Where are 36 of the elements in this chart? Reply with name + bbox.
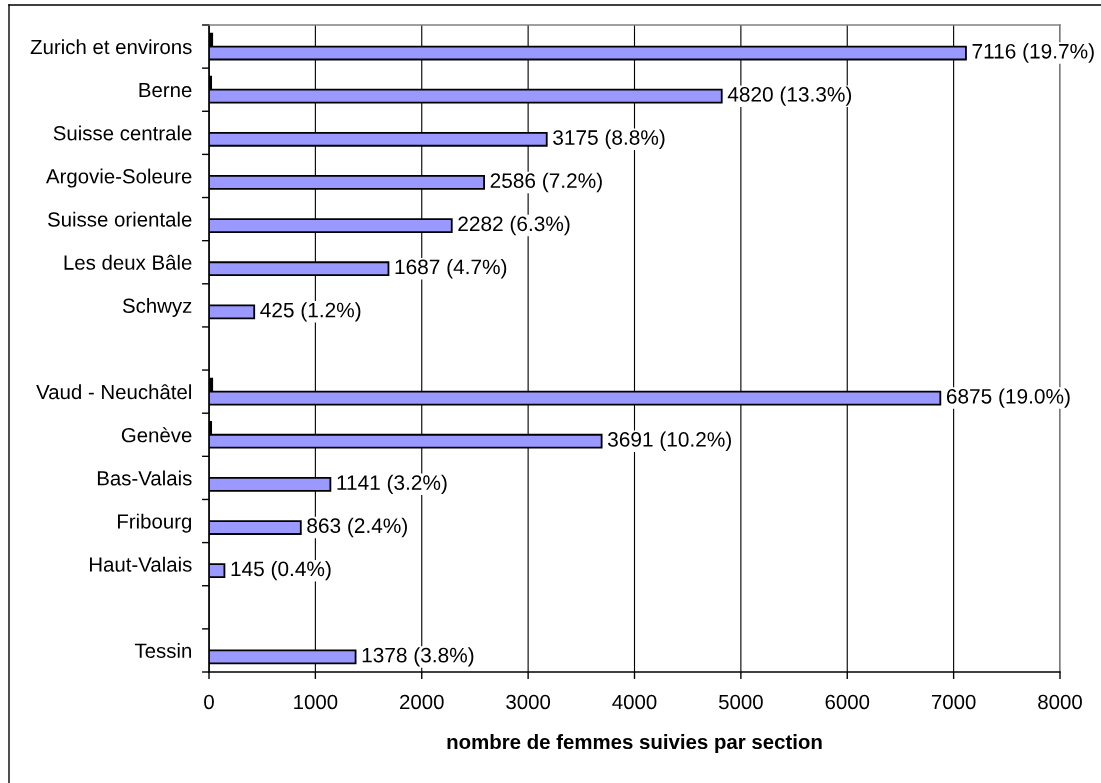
y-tick-label: Schwyz	[122, 297, 192, 317]
x-tick-label: 4000	[612, 694, 657, 710]
x-tick-label: 6000	[825, 694, 870, 710]
data-label: 6875 (19.0%)	[946, 388, 1070, 408]
x-tick-label: 0	[204, 694, 214, 710]
data-label: 3691 (10.2%)	[607, 431, 731, 451]
x-axis-title: nombre de femmes suivies par section	[447, 734, 822, 754]
y-tick-label: Haut-Valais	[89, 556, 192, 572]
data-label: 145 (0.4%)	[231, 560, 331, 581]
y-tick-label: Vaud - Neuchâtel	[36, 384, 191, 400]
data-label: 4820 (13.3%)	[727, 86, 852, 106]
x-tick-label: 2000	[400, 694, 444, 710]
y-tick-label: Zurich et environs	[30, 39, 192, 55]
x-tick-label: 7000	[931, 694, 976, 710]
y-tick-label: Les deux Bâle	[64, 254, 192, 270]
data-label: 1378 (3.8%)	[362, 647, 474, 667]
y-tick-label: Berne	[139, 83, 192, 98]
y-tick-label: Fribourg	[117, 513, 192, 533]
data-label: 2282 (6.3%)	[458, 215, 570, 236]
y-tick-label: Argovie-Soleure	[45, 168, 192, 188]
x-tick-label: 1000	[294, 694, 338, 710]
y-tick-label: Tessin	[134, 643, 192, 659]
data-label: 425 (1.2%)	[260, 302, 361, 322]
y-tick-label: Suisse centrale	[53, 125, 192, 141]
data-label: 2586 (7.2%)	[490, 172, 602, 193]
data-label: 1687 (4.7%)	[395, 258, 507, 279]
y-tick-label: Bas-Valais	[97, 470, 192, 486]
data-label: 3175 (8.8%)	[553, 129, 665, 149]
y-tick-label: Genève	[121, 427, 192, 443]
data-label: 863 (2.4%)	[307, 517, 407, 538]
x-tick-label: 8000	[1038, 694, 1082, 710]
data-label: 7116 (19.7%)	[972, 43, 1094, 63]
x-tick-label: 3000	[506, 694, 551, 710]
y-tick-label: Suisse orientale	[48, 211, 192, 227]
data-label: 1141 (3.2%)	[337, 474, 447, 495]
x-tick-label: 5000	[718, 694, 763, 710]
